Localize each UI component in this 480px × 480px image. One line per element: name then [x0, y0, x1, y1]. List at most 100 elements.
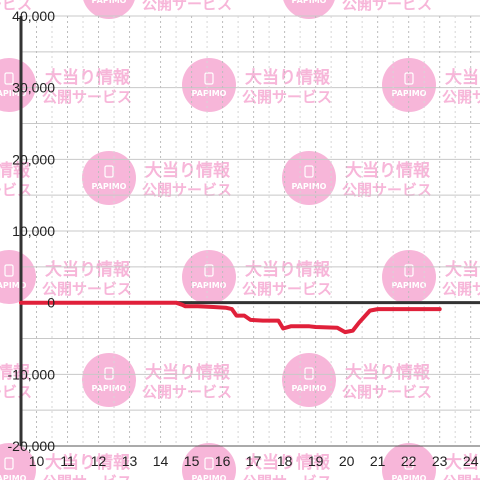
watermark-logo-circle [82, 151, 136, 205]
watermark-line1: 大当り情報 [0, 160, 31, 181]
phone-icon [204, 264, 214, 277]
watermark-line1: 大当り情報 [0, 362, 31, 383]
watermark-line2: 公開サービス [0, 181, 32, 199]
watermark-line2: 公開サービス [142, 181, 232, 199]
x-tick-label: 10 [29, 453, 45, 469]
y-tick-label: 30,000 [12, 80, 55, 96]
watermark-line2: 公開サービス [342, 383, 432, 401]
x-tick-label: 22 [401, 453, 417, 469]
watermark-logo-text: PAPIMO [192, 281, 227, 290]
x-tick-label: 15 [184, 453, 200, 469]
grid-lines [21, 15, 480, 447]
phone-icon [304, 367, 314, 380]
x-tick-label: 19 [308, 453, 324, 469]
watermark-line2: 公開サービス [242, 88, 332, 106]
watermark-logo-text: PAPIMO [192, 89, 227, 98]
watermark-line1: 大当り情報 [445, 452, 480, 473]
watermark-logo-circle [182, 58, 236, 112]
watermark-logo-circle [0, 250, 36, 304]
x-tick-label: 11 [60, 453, 75, 469]
phone-icon [4, 72, 14, 85]
x-tick-label: 12 [91, 453, 107, 469]
x-tick-label: 20 [339, 453, 355, 469]
watermark-logo-circle [382, 443, 436, 480]
phone-icon [4, 264, 14, 277]
x-tick-label: 16 [215, 453, 231, 469]
watermark-logo-text: PAPIMO [292, 384, 327, 393]
y-tick-label: 0 [47, 295, 55, 311]
x-tick-label: 24 [463, 453, 479, 469]
watermark-logo-text: PAPIMO [92, 182, 127, 191]
watermark-logo-circle [182, 443, 236, 480]
watermark-line2: 公開サービス [142, 383, 232, 401]
x-tick-label: 21 [370, 453, 386, 469]
watermark-line2: 公開サービス [442, 473, 480, 480]
watermark-line2: 公開サービス [0, 383, 32, 401]
watermark-logo-circle [83, 0, 135, 19]
x-tick-label: 13 [122, 453, 138, 469]
watermark-line2: 公開サービス [0, 0, 32, 13]
y-tick-label: 20,000 [12, 151, 55, 167]
watermark-line2: 公開サービス [142, 0, 232, 13]
watermark-line2: 公開サービス [342, 0, 432, 13]
watermark-line1: 大当り情報 [145, 160, 231, 181]
watermark-line1: 大当り情報 [245, 452, 331, 473]
watermark-line1: 大当り情報 [45, 452, 131, 473]
watermark-line2: 公開サービス [442, 280, 480, 298]
x-tick-label: 23 [432, 453, 448, 469]
watermark-logo-circle [0, 443, 36, 480]
phone-icon [404, 457, 414, 470]
y-tick-label: 10,000 [12, 223, 55, 239]
watermark-logo-circle [82, 353, 136, 407]
watermark-line2: 公開サービス [42, 473, 132, 480]
watermark-logo-circle [282, 151, 336, 205]
watermark-logo-text: PAPIMO [392, 89, 427, 98]
series-layer [19, 300, 442, 335]
phone-icon [4, 457, 14, 470]
watermark-logo-text: PAPIMO [292, 0, 327, 5]
watermark-line2: 公開サービス [442, 88, 480, 106]
watermark-logo-circle [182, 250, 236, 304]
watermark-logo-circle [0, 58, 36, 112]
watermark-line1: 大当り情報 [445, 67, 480, 88]
tick-labels: 40,00030,00020,00010,0000-10,000-20,0001… [8, 8, 479, 469]
watermark-line1: 大当り情報 [445, 259, 480, 280]
watermark-logo-text: PAPIMO [392, 474, 427, 480]
watermark-logo-text: PAPIMO [192, 474, 227, 480]
x-tick-label: 14 [153, 453, 169, 469]
watermark-logo-circle [382, 58, 436, 112]
watermark-line1: 大当り情報 [45, 67, 131, 88]
y-tick-label: -10,000 [8, 366, 56, 382]
data-line [19, 300, 442, 335]
phone-icon [104, 367, 114, 380]
watermark-logo-text: PAPIMO [0, 474, 27, 480]
x-tick-label: 17 [246, 453, 262, 469]
phone-icon [204, 72, 214, 85]
y-tick-label: -20,000 [8, 438, 56, 454]
watermark-line1: 大当り情報 [45, 259, 131, 280]
watermark-logo-circle [283, 0, 335, 19]
watermark-logo-text: PAPIMO [92, 384, 127, 393]
watermark-line2: 公開サービス [342, 181, 432, 199]
x-tick-label: 18 [277, 453, 293, 469]
watermark-logo-text: PAPIMO [392, 281, 427, 290]
watermark-logo-text: PAPIMO [292, 182, 327, 191]
watermark-logo-text: PAPIMO [0, 89, 27, 98]
